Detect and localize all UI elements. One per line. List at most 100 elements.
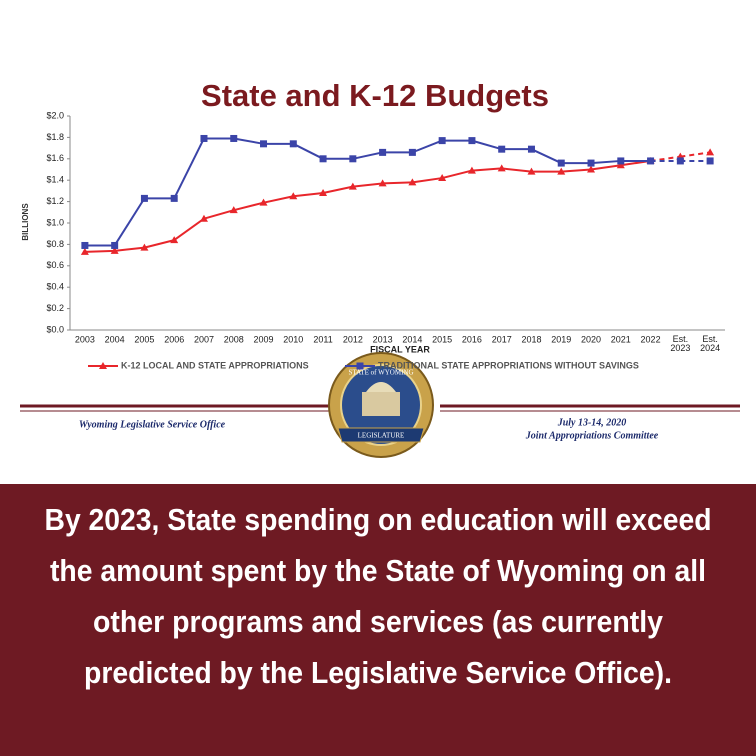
x-tick-label: 2021 — [611, 334, 631, 344]
point — [230, 134, 238, 142]
x-tick-label: 2017 — [492, 334, 512, 344]
x-tick-label: 2008 — [224, 334, 244, 344]
x-tick-label-line: 2023 — [670, 343, 690, 353]
line-segment — [173, 217, 205, 241]
footer-left: Wyoming Legislative Service Office — [79, 419, 226, 430]
line-segment — [113, 197, 146, 247]
x-tick-label-line: Est. — [702, 334, 718, 344]
y-axis-label: BILLIONS — [21, 203, 30, 241]
legend-label: K-12 LOCAL AND STATE APPROPRIATIONS — [121, 360, 309, 370]
line-segment — [293, 192, 324, 198]
x-tick-label: 2005 — [134, 334, 154, 344]
point — [81, 241, 89, 249]
line-segment — [561, 168, 592, 173]
x-tick-label-line: 2024 — [700, 343, 720, 353]
caption-line: the amount spent by the State of Wyoming… — [50, 553, 706, 588]
x-tick-label: 2015 — [432, 334, 452, 344]
x-tick-label: 2007 — [194, 334, 214, 344]
point — [527, 167, 536, 175]
point — [378, 179, 387, 187]
seal-top-text: STATE of WYOMING — [348, 369, 413, 377]
seal-ribbon-text: LEGISLATURE — [358, 432, 405, 440]
y-tick-label: $0.4 — [46, 282, 64, 292]
y-tick-label: $1.8 — [46, 132, 64, 142]
point — [408, 148, 416, 156]
point — [587, 159, 595, 167]
point — [110, 246, 119, 254]
line-segment — [590, 164, 621, 171]
point — [498, 145, 506, 153]
point — [170, 236, 179, 244]
x-tick-label: 2006 — [164, 334, 184, 344]
x-tick-label: 2003 — [75, 334, 95, 344]
x-tick-label: 2020 — [581, 334, 601, 344]
x-tick-label-line: Est. — [673, 334, 689, 344]
point — [140, 243, 149, 251]
line-segment — [84, 249, 115, 253]
x-axis-label: FISCAL YEAR — [370, 344, 430, 354]
point — [647, 157, 655, 165]
line-segment — [471, 167, 502, 172]
point — [617, 157, 625, 165]
line-segment — [471, 139, 502, 151]
legend-marker — [356, 362, 364, 370]
line-segment — [263, 195, 294, 204]
x-tick-label: 2016 — [462, 334, 482, 344]
footer: Wyoming Legislative Service Office July … — [20, 352, 740, 458]
x-tick-label: Est. 2024 — [700, 334, 720, 353]
point — [349, 155, 357, 163]
point — [438, 174, 447, 182]
y-tick-label: $1.4 — [46, 175, 64, 185]
x-tick-label: Est. 2023 — [670, 334, 690, 353]
y-tick-label: $0.6 — [46, 260, 64, 270]
point — [80, 247, 89, 255]
point — [229, 206, 238, 214]
line-segment — [352, 151, 383, 160]
point — [319, 155, 327, 163]
point — [676, 157, 684, 165]
caption: By 2023, State spending on education wil… — [45, 502, 712, 690]
y-tick-label: $1.2 — [46, 196, 64, 206]
seal-dome — [366, 382, 396, 392]
point — [408, 178, 417, 186]
point — [587, 165, 596, 173]
point — [319, 189, 328, 197]
line-segment — [203, 209, 235, 220]
x-tick-label: 2011 — [313, 334, 332, 344]
line-segment — [292, 142, 324, 160]
seal-building — [362, 392, 400, 416]
seal: STATE of WYOMING LEGISLATURE — [328, 352, 434, 458]
legend-marker — [99, 362, 107, 369]
seal-ribbon — [337, 427, 425, 443]
point — [616, 161, 625, 169]
line-segment — [173, 138, 205, 199]
line-segment — [382, 181, 413, 185]
line-segment — [531, 148, 562, 164]
x-tick-label: 2004 — [105, 334, 125, 344]
x-tick-label: 2013 — [373, 334, 393, 344]
point — [438, 137, 446, 145]
line-segment — [233, 137, 264, 145]
line-segment — [233, 201, 264, 212]
point — [527, 145, 535, 153]
point — [348, 182, 357, 190]
point — [706, 157, 714, 165]
point — [200, 134, 208, 142]
line-segment — [412, 177, 443, 184]
line-segment — [412, 139, 443, 154]
y-tick-label: $2.0 — [46, 110, 64, 120]
x-tick-label: 2009 — [254, 334, 274, 344]
point — [170, 194, 178, 202]
y-tick-label: $0.2 — [46, 303, 64, 313]
x-tick-label: 2022 — [641, 334, 661, 344]
line-segment — [590, 159, 621, 165]
point — [379, 148, 387, 156]
y-tick-label: $1.6 — [46, 153, 64, 163]
caption-line: predicted by the Legislative Service Off… — [84, 655, 672, 690]
x-tick-label: 2019 — [551, 334, 571, 344]
x-tick-label: 2012 — [343, 334, 363, 344]
point — [259, 198, 268, 206]
caption-line: By 2023, State spending on education wil… — [45, 502, 712, 537]
